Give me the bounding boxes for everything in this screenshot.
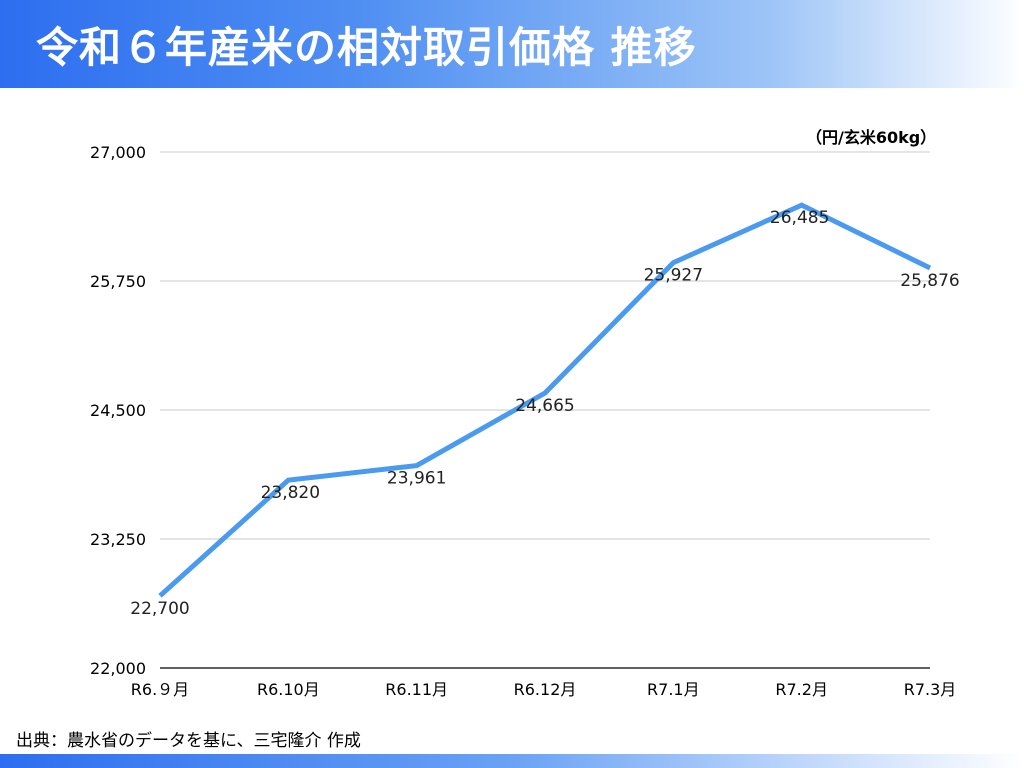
- data-label: 22,700: [130, 599, 189, 619]
- x-tick-label: R6.12月: [514, 680, 577, 699]
- data-label: 25,876: [900, 271, 959, 291]
- x-axis-ticks: R6.９月 R6.10月 R6.11月 R6.12月 R7.1月 R7.2月 R7.3月: [131, 680, 956, 699]
- x-tick-label: R6.９月: [131, 680, 189, 699]
- unit-label: （円/玄米60kg）: [806, 128, 937, 147]
- x-tick-label: R7.1月: [647, 680, 700, 699]
- line-chart: 22,000 23,250 24,500 25,750 27,000 R6.９月 R6.1…: [90, 143, 960, 699]
- x-tick-label: R7.3月: [904, 680, 957, 699]
- data-label: 26,485: [770, 208, 829, 228]
- bottom-bar: [0, 754, 1024, 768]
- y-axis-ticks: 22,000 23,250 24,500 25,750 27,000: [90, 143, 146, 678]
- y-tick-label: 25,750: [90, 272, 146, 291]
- data-label: 23,961: [387, 469, 446, 489]
- x-tick-label: R6.10月: [257, 680, 320, 699]
- series-layer: [158, 202, 932, 598]
- data-label: 23,820: [261, 483, 320, 503]
- source-note: 出典：農水省のデータを基に、三宅隆介 作成: [16, 731, 361, 751]
- x-tick-label: R7.2月: [775, 680, 828, 699]
- data-labels: 22,700 23,820 23,961 24,665 25,927 26,485 25,8…: [130, 208, 959, 619]
- title-bar: 令和６年産米の相対取引価格 推移: [0, 0, 1024, 88]
- data-label: 24,665: [515, 396, 574, 416]
- y-tick-label: 23,250: [90, 530, 146, 549]
- data-label: 25,927: [644, 266, 703, 286]
- y-tick-label: 27,000: [90, 143, 146, 162]
- x-tick-label: R6.11月: [385, 680, 448, 699]
- y-tick-label: 22,000: [90, 659, 146, 678]
- y-tick-label: 24,500: [90, 401, 146, 420]
- page-title: 令和６年産米の相対取引価格 推移: [36, 23, 697, 72]
- grid-lines: [160, 151, 930, 669]
